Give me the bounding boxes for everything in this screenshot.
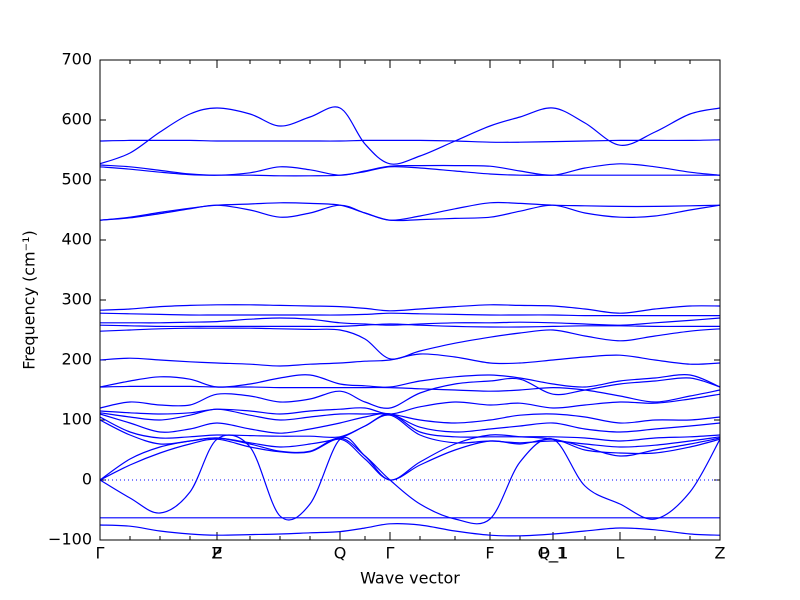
band-line	[99, 523, 721, 537]
x-tick-label: P	[212, 544, 222, 563]
y-tick-label: 500	[61, 170, 92, 189]
band-line	[99, 139, 721, 143]
x-tick-label: F	[485, 544, 494, 563]
x-tick-label: Q_1	[538, 544, 569, 564]
y-tick-label: 700	[61, 50, 92, 69]
y-tick-label: 100	[61, 410, 92, 429]
x-tick-label: Γ	[386, 544, 395, 563]
band-line	[99, 353, 721, 367]
y-tick-label: 300	[61, 290, 92, 309]
y-axis-label: Frequency (cm⁻¹)	[20, 230, 39, 369]
y-tick-label: 0	[82, 470, 92, 489]
y-tick-label: 200	[61, 350, 92, 369]
band-line	[99, 312, 720, 317]
x-tick-label: L	[616, 544, 625, 563]
y-tick-label: 600	[61, 110, 92, 129]
band-line	[100, 317, 721, 326]
x-tick-label: Z	[715, 544, 726, 563]
x-tick-label: Γ	[96, 544, 105, 563]
band-line	[99, 323, 720, 328]
x-tick-label: Q	[334, 544, 347, 563]
band-line	[99, 434, 721, 525]
band-line	[99, 327, 721, 360]
band-line	[99, 385, 721, 403]
y-tick-label: 400	[61, 230, 92, 249]
band-line	[99, 166, 720, 177]
y-tick-label: −100	[48, 530, 92, 549]
x-axis-label: Wave vector	[360, 569, 460, 588]
band-line	[99, 413, 721, 442]
band-line	[99, 304, 721, 314]
band-line	[99, 204, 721, 222]
x-tick-label: P_1	[539, 544, 567, 564]
plot-frame	[99, 59, 721, 541]
x-tick-label: Z	[212, 544, 223, 563]
band-line	[99, 377, 721, 409]
